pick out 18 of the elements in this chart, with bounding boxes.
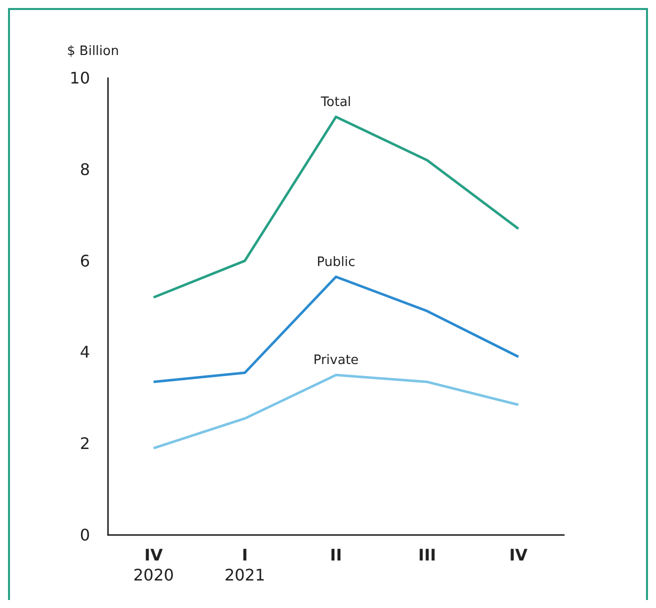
y-tick-label: 0 [80,526,90,544]
line-series [152,374,520,450]
line-series [152,116,520,299]
x-tick-label: I 2021 [224,546,266,584]
series-label: Public [316,254,356,270]
line-series [152,276,520,384]
x-tick-label: IV 2020 [133,546,174,584]
x-tick-label: II [330,546,342,564]
x-tick-label: IV [509,546,528,564]
y-tick-label: 2 [80,434,90,454]
y-tick-label: 10 [70,68,90,88]
series-label: Total [320,94,352,110]
y-tick-label: 8 [80,160,90,179]
y-tick-label: 4 [80,342,90,362]
series-label: Private [313,353,359,368]
y-axis-title: $ Billion [67,44,119,59]
x-tick-label: III [418,546,436,564]
y-tick-label: 6 [80,251,90,270]
